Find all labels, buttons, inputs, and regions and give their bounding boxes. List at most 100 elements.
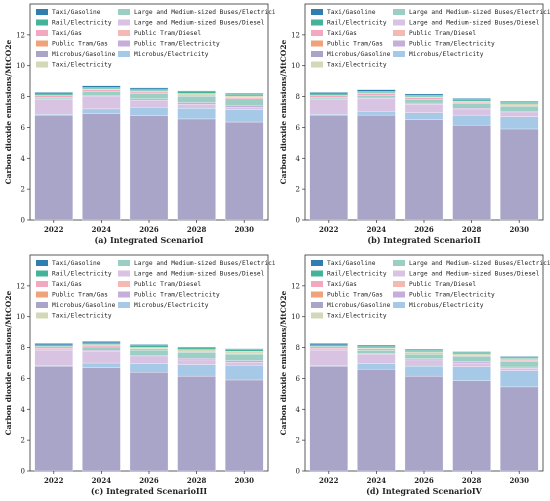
bar-segment	[500, 366, 539, 369]
bar-segment	[82, 346, 121, 351]
x-tick-label: 2028	[187, 225, 207, 234]
legend-swatch	[36, 281, 48, 287]
y-tick-label: 6	[21, 124, 26, 132]
bar-segment	[309, 93, 348, 96]
chart-panel-a: 0 2 4 6 8 10 12 Carbon dioxide emissions/MtCO2e…	[0, 0, 275, 250]
bar-segment	[500, 356, 539, 359]
legend-label: Taxi/Gasoline	[52, 9, 101, 16]
bar-segment	[129, 88, 169, 91]
legend-label: Microbus/Gasoline	[52, 51, 116, 58]
legend-label: Taxi/Gas	[52, 30, 82, 37]
bar-segment	[177, 91, 216, 94]
y-tick-label: 10	[291, 313, 300, 321]
x-tick-label: 2022	[319, 476, 339, 485]
bar-segment	[129, 115, 169, 221]
bar-segment	[500, 370, 539, 388]
bar-segment	[177, 93, 216, 96]
bar-segment	[404, 97, 444, 100]
legend-label: Large and Medium-sized Buses/Electricity	[409, 260, 550, 267]
bar-segment	[404, 102, 444, 105]
bar-segment	[452, 124, 491, 221]
y-tick-label: 10	[291, 62, 300, 70]
legend-label: Taxi/Gas	[327, 281, 357, 288]
y-tick-label: 0	[296, 217, 300, 225]
y-tick-label: 12	[16, 282, 25, 290]
bar-segment	[82, 350, 121, 352]
bar-segment	[129, 344, 169, 346]
bar-segment	[225, 348, 264, 350]
bar-segment	[34, 93, 73, 96]
legend-swatch	[118, 51, 130, 57]
bar-segment	[309, 348, 348, 351]
y-tick-label: 8	[21, 93, 25, 101]
bar-segment	[225, 93, 264, 97]
x-tick-label: 2024	[92, 476, 112, 485]
bar-segment	[82, 95, 121, 97]
legend-swatch	[36, 61, 48, 68]
legend-swatch	[393, 30, 405, 36]
bar-segment	[404, 112, 444, 120]
bar-segment	[34, 350, 73, 366]
bar-segment	[452, 99, 491, 102]
legend-label: Public Tram/Gas	[52, 292, 108, 299]
legend-label: Microbus/Electricity	[134, 302, 209, 309]
bar-segment	[34, 97, 73, 100]
bar-segment	[82, 362, 121, 368]
bar-segment	[357, 93, 396, 96]
bar-segment	[129, 347, 169, 349]
legend-label: Taxi/Electricity	[327, 62, 387, 69]
legend-swatch	[36, 30, 48, 36]
x-tick-label: 2026	[414, 225, 434, 234]
bar-segment	[357, 95, 396, 99]
y-axis-label: Carbon dioxide emissions/MtCO2e	[279, 290, 288, 435]
bar-segment	[34, 92, 73, 95]
bar-segment	[225, 97, 264, 100]
bar-segment	[357, 89, 396, 92]
y-tick-label: 12	[291, 31, 300, 39]
x-tick-label: 2024	[367, 476, 387, 485]
legend-label: Large and Medium-sized Buses/Diesel	[134, 20, 265, 27]
bar-segment	[452, 103, 491, 109]
y-axis-label: Carbon dioxide emissions/MtCO2e	[4, 290, 13, 435]
legend-label: Rail/Electricity	[52, 271, 112, 278]
bar-segment	[129, 355, 169, 357]
bar-segment	[225, 379, 264, 472]
bar-segment	[129, 100, 169, 108]
bar-segment	[404, 350, 444, 352]
legend-label: Taxi/Electricity	[52, 62, 112, 69]
y-tick-label: 4	[296, 155, 301, 163]
legend-label: Rail/Electricity	[327, 20, 387, 27]
legend-swatch	[118, 260, 130, 266]
x-tick-label: 2028	[462, 225, 482, 234]
y-tick-label: 8	[296, 93, 300, 101]
legend-swatch	[36, 270, 48, 277]
bar-segment	[500, 358, 539, 361]
bar-segment	[34, 99, 73, 115]
bar-segment	[177, 352, 216, 359]
bar-segment	[500, 101, 539, 104]
legend-swatch	[36, 19, 48, 26]
x-tick-label: 2028	[462, 476, 482, 485]
bar-segment	[177, 375, 216, 472]
bar-segment	[309, 346, 348, 349]
legend-label: Public Tram/Gas	[52, 41, 108, 48]
bar-segment	[129, 345, 169, 348]
bar-segment	[452, 351, 491, 353]
bar-segment	[129, 348, 169, 351]
bar-segment	[500, 368, 539, 371]
legend-label: Large and Medium-sized Buses/Diesel	[409, 20, 540, 27]
bar-segment	[309, 344, 348, 347]
bar-segment	[452, 356, 491, 362]
bar-segment	[82, 351, 121, 364]
legend-swatch	[118, 30, 130, 36]
bar-segment	[357, 98, 396, 112]
bar-segment	[357, 114, 396, 221]
bar-segment	[129, 91, 169, 94]
legend-label: Taxi/Gasoline	[327, 9, 376, 16]
legend-swatch	[393, 9, 405, 15]
legend-swatch	[393, 51, 405, 57]
legend-swatch	[36, 51, 48, 57]
bar-segment	[225, 362, 264, 366]
y-tick-label: 8	[21, 344, 25, 352]
bar-segment	[357, 354, 396, 364]
